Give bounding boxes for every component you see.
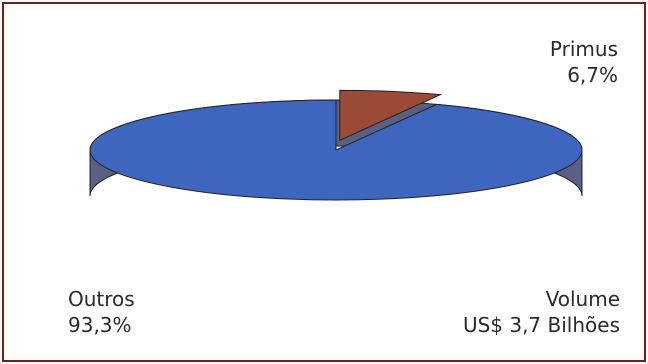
slice-name-outros: Outros: [68, 287, 135, 311]
pie-slice-primus: [339, 89, 443, 142]
slice-label-outros: Outros 93,3%: [68, 286, 135, 338]
volume-value: US$ 3,7 Bilhões: [462, 313, 620, 337]
slice-label-primus: Primus 6,7%: [550, 36, 618, 88]
slice-value-outros: 93,3%: [68, 313, 132, 337]
volume-title: Volume: [545, 287, 620, 311]
pie-slice-outros: [89, 99, 583, 201]
slice-name-primus: Primus: [549, 37, 618, 61]
volume-annotation: Volume US$ 3,7 Bilhões: [463, 286, 620, 338]
slice-value-primus: 6,7%: [567, 63, 618, 87]
